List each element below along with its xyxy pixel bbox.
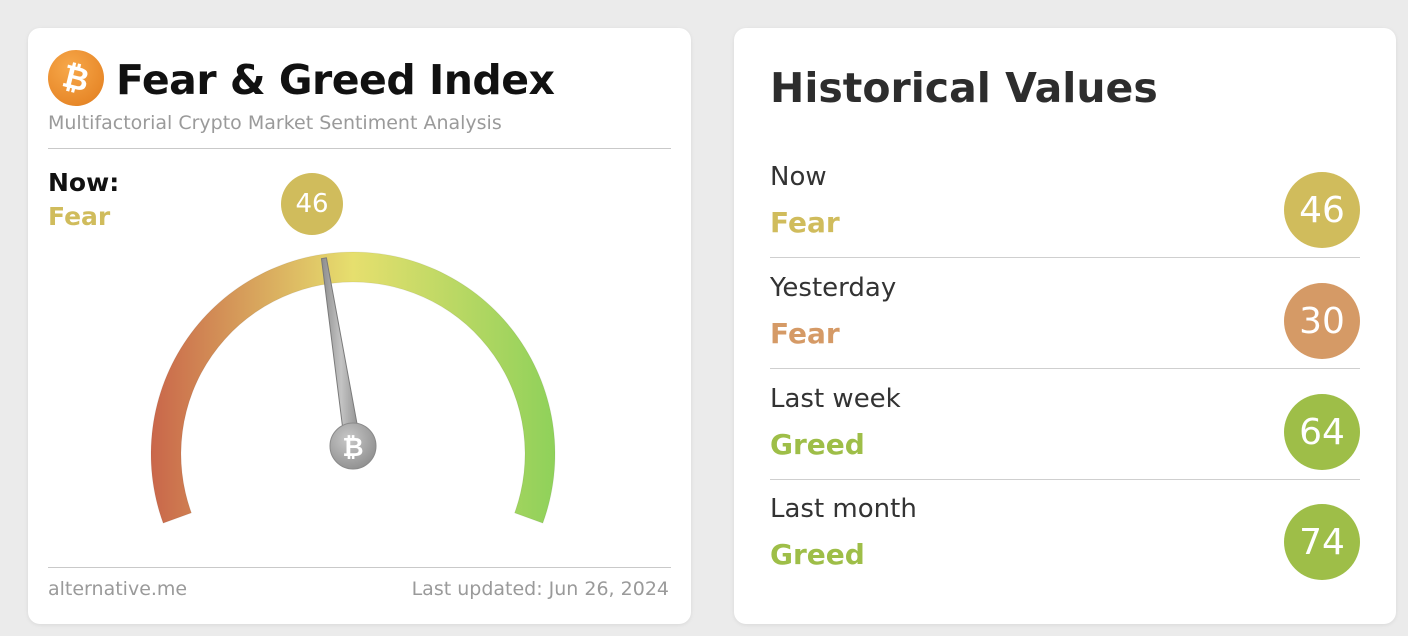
page-title: Fear & Greed Index (116, 56, 555, 104)
divider (48, 567, 671, 568)
gauge-needle (320, 257, 362, 448)
divider (770, 368, 1360, 369)
divider (48, 148, 671, 149)
historical-title: Historical Values (770, 64, 1158, 112)
history-row-now: Now Fear 46 (770, 148, 1360, 258)
value-circle: 30 (1284, 283, 1360, 359)
period-label: Last week (770, 384, 901, 414)
history-row-last-month: Last month Greed 74 (770, 480, 1360, 590)
period-label: Last month (770, 494, 917, 524)
sentiment-gauge: ₿ (150, 251, 556, 524)
period-label: Now (770, 162, 827, 192)
period-label: Yesterday (770, 273, 897, 303)
gauge-value-badge: 46 (281, 173, 343, 235)
history-row-last-week: Last week Greed 64 (770, 370, 1360, 480)
classification: Fear (770, 206, 840, 239)
value-circle: 74 (1284, 504, 1360, 580)
now-classification: Fear (48, 202, 111, 231)
source-link[interactable]: alternative.me (48, 578, 188, 600)
fear-greed-card: ₿ Fear & Greed Index Multifactorial Cryp… (28, 28, 691, 624)
divider (770, 479, 1360, 480)
classification: Greed (770, 538, 865, 571)
classification: Greed (770, 428, 865, 461)
historical-values-card: Historical Values Now Fear 46 Yesterday … (734, 28, 1396, 624)
subtitle: Multifactorial Crypto Market Sentiment A… (48, 112, 502, 134)
gauge-arc (150, 251, 556, 524)
value-circle: 46 (1284, 172, 1360, 248)
divider (770, 257, 1360, 258)
bitcoin-hub-icon: ₿ (342, 433, 363, 463)
value-circle: 64 (1284, 394, 1360, 470)
now-label: Now: (48, 168, 120, 197)
classification: Fear (770, 317, 840, 350)
history-row-yesterday: Yesterday Fear 30 (770, 259, 1360, 369)
needle-hub (329, 422, 377, 470)
last-updated: Last updated: Jun 26, 2024 (411, 578, 669, 600)
